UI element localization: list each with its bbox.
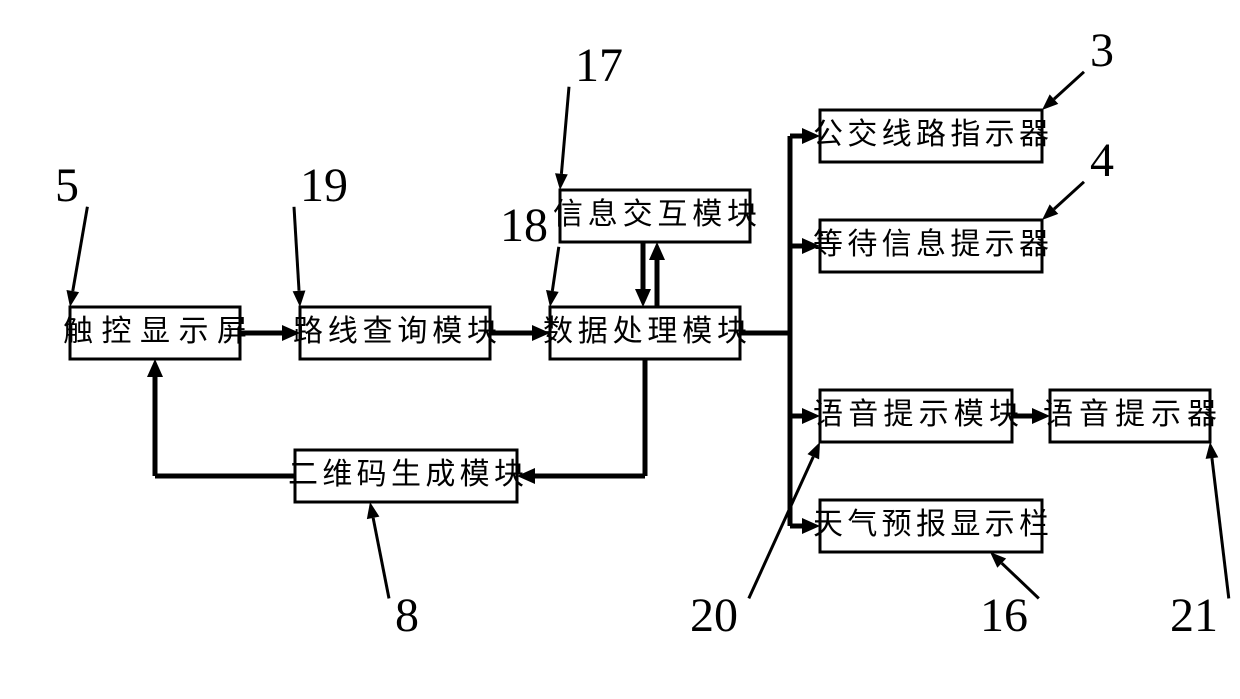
callout-number: 5 — [55, 159, 79, 212]
node-n4: 等待信息提示器 — [813, 220, 1049, 272]
node-n18: 数据处理模块 — [543, 307, 747, 359]
node-n17: 信息交互模块 — [553, 190, 757, 242]
callout-number: 18 — [500, 199, 548, 252]
nodes-layer: 触控显示屏 路线查询模块数据处理模块 信息交互模块二维码生成模块 公交线路指示器等待信… — [63, 110, 1217, 552]
callout-number: 8 — [395, 589, 419, 642]
node-n3: 公交线路指示器 — [813, 110, 1049, 162]
node-n19: 路线查询模块 — [293, 307, 497, 359]
callout-number: 16 — [980, 589, 1028, 642]
node-n16: 天气预报显示栏 — [813, 500, 1049, 552]
callout-number: 19 — [300, 159, 348, 212]
node-label: 二维码生成模块 — [288, 458, 524, 491]
flowchart-diagram: 触控显示屏 路线查询模块数据处理模块 信息交互模块二维码生成模块 公交线路指示器等待信… — [0, 0, 1240, 699]
callout-number: 20 — [690, 589, 738, 642]
node-label: 触控显示屏 — [63, 315, 247, 348]
node-label: 语音提示器 — [1043, 398, 1217, 431]
callout-number: 4 — [1090, 134, 1114, 187]
node-label: 天气预报显示栏 — [813, 508, 1049, 541]
node-label: 等待信息提示器 — [813, 228, 1049, 261]
callout-number: 3 — [1090, 24, 1114, 77]
node-n20: 语音提示模块 — [813, 390, 1019, 442]
node-n21: 语音提示器 — [1043, 390, 1217, 442]
node-n8: 二维码生成模块 — [288, 450, 524, 502]
callout-number: 21 — [1170, 589, 1218, 642]
node-n5: 触控显示屏 — [63, 307, 247, 359]
node-label: 公交线路指示器 — [813, 118, 1049, 151]
callout-number: 17 — [575, 39, 623, 92]
